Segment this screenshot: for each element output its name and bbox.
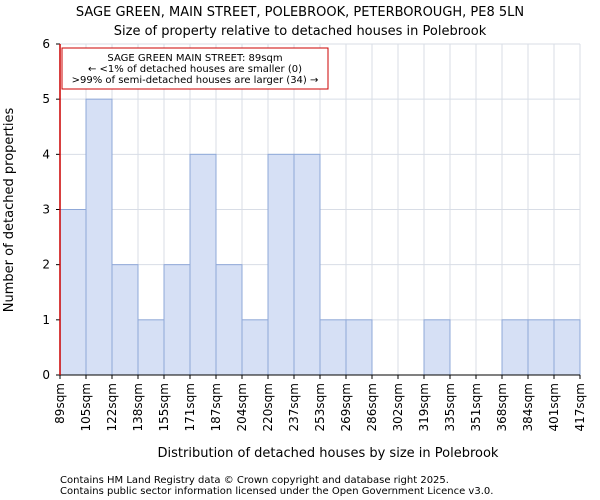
y-tick-label: 0	[42, 368, 50, 382]
bar-89sqm	[59, 209, 87, 376]
x-tick-label: 319sqm	[417, 383, 431, 431]
y-tick-label: 5	[42, 92, 50, 106]
bar-384sqm	[527, 319, 555, 376]
y-tick-label: 6	[42, 37, 50, 51]
bar-253sqm	[319, 319, 347, 376]
footer-line-2: Contains public sector information licen…	[60, 486, 493, 497]
bar-171sqm	[189, 153, 217, 376]
x-tick-label: 105sqm	[79, 383, 93, 431]
chart-title: SAGE GREEN, MAIN STREET, POLEBROOK, PETE…	[76, 5, 524, 20]
x-tick-labels: 89sqm 105sqm 122sqm 138sqm 155sqm 171sqm 187sq…	[53, 375, 587, 431]
x-axis-label: Distribution of detached houses by size …	[158, 446, 499, 461]
bar-204sqm	[241, 319, 269, 376]
footer-line-1: Contains HM Land Registry data © Crown c…	[60, 475, 449, 486]
y-axis-label: Number of detached properties	[2, 108, 17, 313]
chart-subtitle: Size of property relative to detached ho…	[114, 24, 487, 39]
annotation-line-3: >99% of semi-detached houses are larger …	[72, 75, 319, 86]
y-tick-label: 2	[42, 258, 50, 272]
bar-269sqm	[345, 319, 373, 376]
x-tick-label: 138sqm	[131, 383, 145, 431]
bar-105sqm	[85, 98, 113, 376]
annotation-frame	[61, 47, 329, 90]
x-tick-label: 187sqm	[209, 383, 223, 431]
annotation-line-2: ← <1% of detached houses are smaller (0)	[88, 64, 302, 75]
x-tick-label: 335sqm	[443, 383, 457, 431]
annotation-line-1: SAGE GREEN MAIN STREET: 89sqm	[107, 53, 282, 64]
bar-401sqm	[553, 319, 581, 376]
x-tick-label: 302sqm	[391, 383, 405, 431]
x-tick-label: 368sqm	[495, 383, 509, 431]
bar-122sqm	[111, 264, 139, 376]
bar-220sqm	[267, 153, 295, 376]
bar-368sqm	[501, 319, 529, 376]
y-tick-label: 4	[42, 147, 50, 161]
bar-319sqm	[423, 319, 451, 376]
y-tick-label: 1	[42, 313, 50, 327]
x-tick-label: 253sqm	[313, 383, 327, 431]
x-tick-label: 237sqm	[287, 383, 301, 431]
x-tick-label: 155sqm	[157, 383, 171, 431]
bar-237sqm	[293, 153, 321, 376]
x-tick-label: 351sqm	[469, 383, 483, 431]
bar-187sqm	[215, 264, 243, 376]
x-tick-label: 171sqm	[183, 383, 197, 431]
x-tick-label: 204sqm	[235, 383, 249, 431]
bar-138sqm	[137, 319, 165, 376]
annotation-box: SAGE GREEN MAIN STREET: 89sqm ← <1% of d…	[61, 47, 329, 90]
x-tick-label: 122sqm	[105, 383, 119, 431]
x-tick-label: 220sqm	[261, 383, 275, 431]
bar-155sqm	[163, 264, 191, 376]
x-tick-label: 286sqm	[365, 383, 379, 431]
y-tick-labels: 0 1 2 3 4 5 6	[42, 37, 60, 382]
x-tick-label: 269sqm	[339, 383, 353, 431]
bars	[59, 98, 581, 376]
x-tick-label: 89sqm	[53, 383, 67, 424]
y-tick-label: 3	[42, 203, 50, 217]
x-tick-label: 401sqm	[547, 383, 561, 431]
x-tick-label: 417sqm	[573, 383, 587, 431]
x-tick-label: 384sqm	[521, 383, 535, 431]
